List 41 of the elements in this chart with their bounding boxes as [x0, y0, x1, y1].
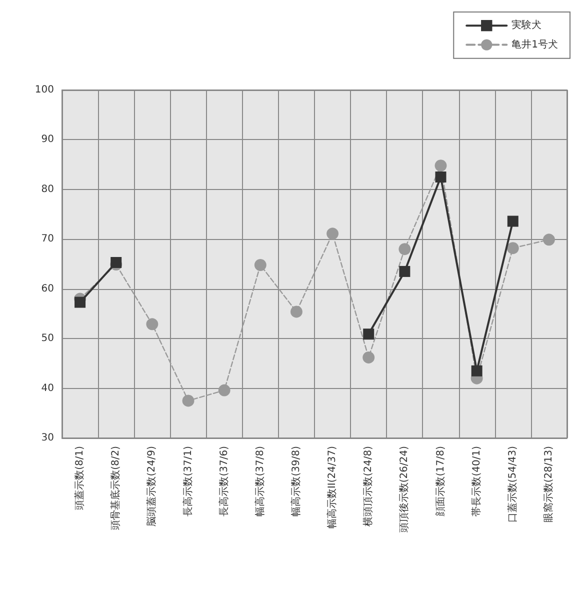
x-tick-label: 帯長示数(40/1) — [470, 446, 482, 516]
point — [471, 365, 482, 376]
point — [542, 234, 555, 246]
point — [218, 384, 230, 396]
x-tick-label: 幅高示数(39/8) — [290, 446, 302, 516]
x-tick-label: 顔面示数(17/8) — [434, 446, 446, 516]
x-tick-label: 幅高示数II(24/37) — [326, 446, 338, 529]
point — [290, 306, 302, 318]
x-tick-label: 頭蓋示数(8/1) — [74, 446, 86, 510]
x-tick-label: 口蓋示数(54/43) — [506, 446, 518, 523]
point — [435, 172, 446, 182]
point — [326, 228, 339, 240]
y-tick-label: 80 — [41, 184, 54, 195]
y-tick-label: 70 — [41, 234, 54, 245]
y-tick-label: 30 — [41, 432, 54, 444]
legend-label: 亀井1号犬 — [512, 38, 558, 50]
x-tick-label: 頭骨基底示数(8/2) — [110, 446, 122, 530]
point — [506, 242, 519, 254]
y-tick-label: 50 — [41, 333, 54, 344]
y-tick-label: 100 — [34, 84, 54, 96]
point — [398, 243, 411, 256]
point — [254, 258, 266, 271]
y-tick-label: 60 — [41, 283, 54, 294]
x-tick-label: 長高示数(37/1) — [182, 446, 194, 516]
y-tick-label: 90 — [41, 134, 54, 146]
legend-label: 実験犬 — [512, 19, 542, 32]
point — [182, 394, 194, 407]
x-tick-label: 頭頂後示数(26/24) — [398, 446, 410, 533]
y-tick-label: 40 — [41, 382, 54, 394]
point — [146, 318, 158, 330]
x-tick-label: 眼窩示数(28/13) — [542, 446, 554, 523]
point — [434, 160, 447, 172]
x-tick-label: 長高示数(37/6) — [218, 446, 230, 516]
x-tick-label: 脳頭蓋示数(24/9) — [146, 446, 158, 526]
point — [74, 296, 86, 308]
x-tick-label: 幅高示数(37/8) — [254, 446, 266, 516]
point — [362, 351, 375, 364]
point — [363, 328, 374, 340]
point — [507, 216, 518, 227]
point — [399, 266, 410, 277]
x-tick-label: 横頭頂示数(24/8) — [362, 446, 374, 526]
